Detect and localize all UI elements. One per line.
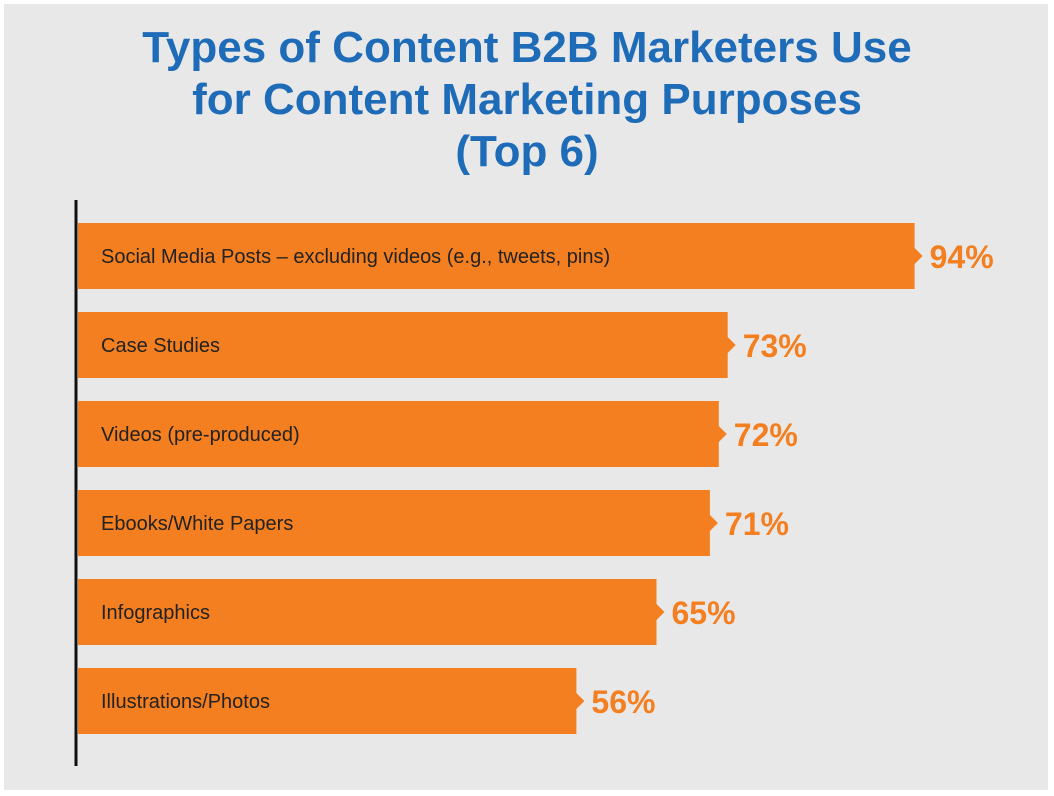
bar	[78, 579, 665, 645]
bar	[78, 223, 923, 289]
bar	[78, 312, 736, 378]
category-label: Infographics	[101, 602, 210, 624]
category-label: Videos (pre-produced)	[101, 424, 300, 446]
value-label: 71%	[725, 506, 789, 542]
category-label: Case Studies	[101, 335, 220, 357]
value-label: 65%	[672, 595, 736, 631]
value-label: 72%	[734, 417, 798, 453]
bar	[78, 668, 585, 734]
value-label: 73%	[743, 328, 807, 364]
bar	[78, 401, 727, 467]
chart-title: Types of Content B2B Marketers Use for C…	[0, 22, 1054, 178]
chart-panel	[4, 4, 1048, 790]
title-line-1: Types of Content B2B Marketers Use	[142, 23, 912, 72]
category-label: Illustrations/Photos	[101, 691, 270, 713]
title-line-2: for Content Marketing Purposes	[192, 75, 862, 124]
category-label: Ebooks/White Papers	[101, 513, 293, 535]
category-label: Social Media Posts – excluding videos (e…	[101, 246, 610, 268]
bar	[78, 490, 718, 556]
value-label: 56%	[591, 684, 655, 720]
value-label: 94%	[930, 239, 994, 275]
title-line-3: (Top 6)	[455, 127, 599, 176]
